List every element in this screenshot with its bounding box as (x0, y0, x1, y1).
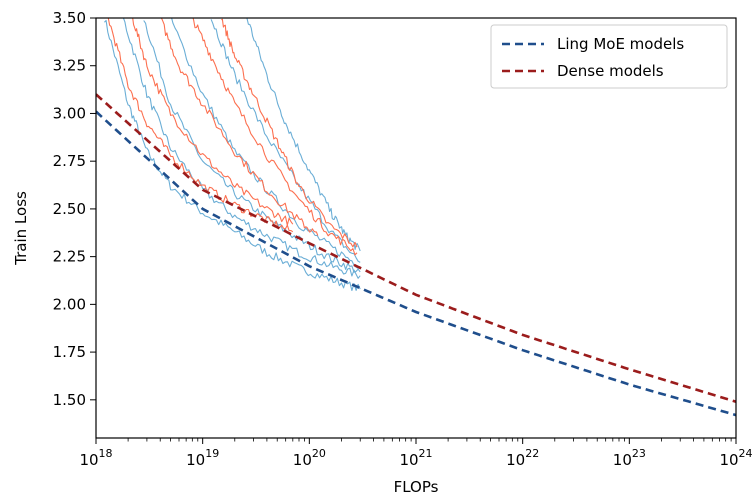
y-tick-label: 3.50 (53, 9, 86, 27)
training-runs (104, 18, 361, 292)
run-curve-3 (143, 20, 361, 273)
x-tick-label: 1023 (613, 447, 646, 469)
run-curve-7 (107, 18, 294, 233)
run-curve-8 (132, 18, 294, 226)
y-tick-label: 2.25 (53, 248, 86, 266)
legend-box (490, 24, 728, 89)
x-tick-label: 1024 (719, 447, 752, 469)
x-axis-title: FLOPs (394, 478, 439, 496)
legend-label-moe: Ling MoE models (557, 35, 684, 53)
y-tick-label: 2.75 (53, 152, 86, 170)
run-curve-4 (171, 18, 361, 269)
y-tick-label: 2.00 (53, 295, 86, 313)
x-tick-label: 1021 (399, 447, 432, 469)
x-tick-label: 1019 (186, 447, 219, 469)
y-tick-label: 3.00 (53, 104, 86, 122)
y-axis-ticks: 1.50 1.75 2.00 2.25 2.50 2.75 3.00 3.25 3.50 (53, 9, 96, 409)
legend-label-dense: Dense models (557, 62, 664, 80)
legend: Ling MoE models Dense models (490, 24, 728, 89)
x-tick-label: 1018 (79, 447, 112, 469)
run-curve-10 (192, 18, 358, 256)
run-curve-1 (104, 19, 361, 292)
fit-curves (96, 93, 736, 417)
run-curve-2 (122, 18, 361, 279)
y-tick-label: 1.75 (53, 343, 86, 361)
y-tick-label: 2.50 (53, 200, 86, 218)
y-tick-label: 3.25 (53, 57, 86, 75)
dense-fit-curve (96, 93, 736, 403)
run-curve-9 (159, 18, 319, 236)
run-curve-11 (221, 18, 358, 248)
y-axis-title: Train Loss (12, 191, 30, 266)
run-curve-5 (210, 19, 361, 263)
x-tick-label: 1022 (506, 447, 539, 469)
y-tick-label: 1.50 (53, 391, 86, 409)
x-tick-label: 1020 (293, 447, 326, 469)
x-axis-ticks: 1018 1019 1020 1021 1022 1023 1024 (79, 438, 753, 469)
moe-fit-curve (96, 110, 736, 417)
